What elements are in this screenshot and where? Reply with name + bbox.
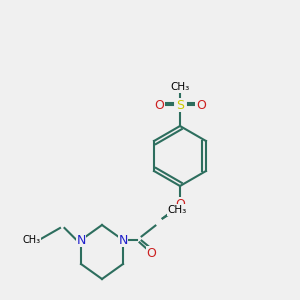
Text: CH₃: CH₃ xyxy=(167,205,187,215)
Text: O: O xyxy=(196,98,206,112)
Text: N: N xyxy=(76,233,86,247)
Text: N: N xyxy=(118,233,128,247)
Text: O: O xyxy=(175,197,185,211)
Text: S: S xyxy=(176,98,184,112)
Text: CH₃: CH₃ xyxy=(22,235,40,245)
Text: O: O xyxy=(147,247,156,260)
Text: CH₃: CH₃ xyxy=(170,82,190,92)
Text: O: O xyxy=(154,98,164,112)
